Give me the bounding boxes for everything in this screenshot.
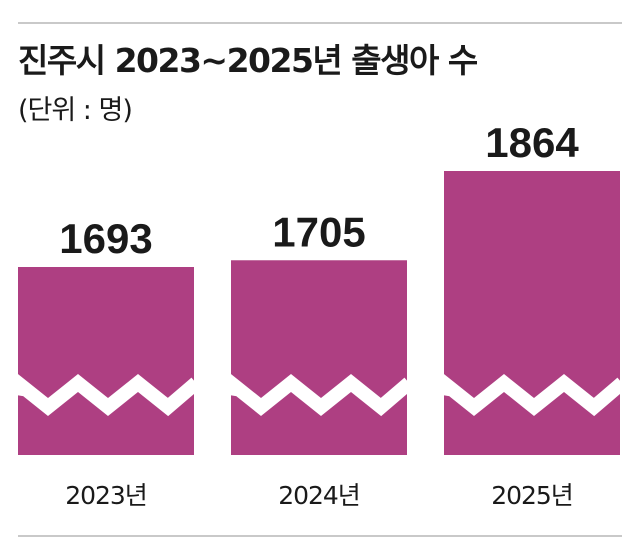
top-rule <box>18 22 622 24</box>
data-label: 1864 <box>485 119 579 166</box>
unit-note: (단위 : 명) <box>18 95 133 126</box>
bar-2024년 <box>231 260 407 455</box>
data-label: 1705 <box>272 208 365 255</box>
category-label: 2025년 <box>491 481 573 510</box>
axis-break-zigzag <box>435 370 627 417</box>
axis-break-zigzag <box>222 370 414 417</box>
axis-break-zigzag <box>9 370 201 417</box>
category-label: 2023년 <box>65 481 147 510</box>
category-label: 2024년 <box>278 481 360 510</box>
chart-title: 진주시 2023~2025년 출생아 수 <box>18 41 478 80</box>
data-label: 1693 <box>59 215 152 262</box>
bar-2023년 <box>18 267 194 455</box>
bottom-rule <box>18 535 622 537</box>
